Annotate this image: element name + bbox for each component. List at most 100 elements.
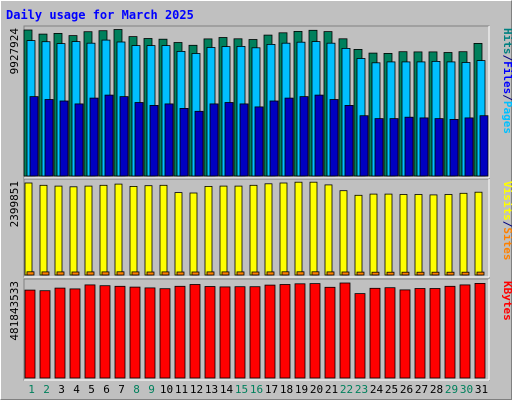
x-tick-label: 21 [325,383,338,396]
bar-kbytes-day-23 [354,293,366,379]
bar-kbytes-day-16 [249,286,261,379]
bar-pages-day-14 [224,102,234,177]
bar-sites-day-4 [71,271,80,276]
bar-pages-day-5 [89,97,99,177]
legend-entry: Sites [501,227,512,260]
bar-visits-day-8 [129,185,138,276]
x-tick-label: 16 [250,383,263,396]
bar-visits-day-21 [324,184,333,276]
bar-sites-day-25 [386,271,395,276]
bar-pages-day-25 [389,118,399,177]
x-tick-label: 2 [43,383,50,396]
legend-hits: Hits/Files/Pages [501,28,512,134]
x-tick-label: 3 [58,383,65,396]
bar-pages-day-17 [269,100,279,177]
bar-visits-day-16 [249,184,258,276]
x-tick-label: 19 [295,383,308,396]
bar-visits-day-27 [414,194,423,276]
bar-visits-day-25 [384,193,393,276]
bar-pages-day-23 [359,115,369,177]
bar-kbytes-day-10 [159,288,171,379]
bar-pages-day-21 [329,99,339,177]
bar-sites-day-8 [131,271,140,276]
bar-pages-day-29 [449,119,459,177]
x-tick-label: 1 [28,383,35,396]
bar-kbytes-day-30 [459,284,471,379]
bar-kbytes-day-22 [339,282,351,379]
bar-pages-day-7 [119,96,129,177]
legend-entry: / [501,94,512,101]
bar-sites-day-5 [86,271,95,276]
x-tick-label: 18 [280,383,293,396]
bar-pages-day-24 [374,118,384,177]
bar-pages-day-20 [314,94,324,177]
x-tick-label: 26 [400,383,413,396]
bar-kbytes-day-9 [144,287,156,379]
bar-visits-day-23 [354,194,363,276]
panel-hits: 9927924 Hits/Files/Pages [8,25,512,179]
bar-visits-day-30 [459,192,468,276]
bar-sites-day-31 [476,271,485,276]
bar-sites-day-13 [206,271,215,276]
bar-visits-day-9 [144,185,153,276]
bar-kbytes-day-21 [324,286,336,379]
x-tick-label: 14 [220,383,234,396]
bar-sites-day-17 [266,271,275,276]
x-tick-label: 20 [310,383,323,396]
x-tick-label: 9 [148,383,155,396]
bar-sites-day-21 [326,271,335,276]
bar-kbytes-day-15 [234,286,246,379]
x-tick-label: 30 [460,383,473,396]
bar-pages-day-1 [29,96,39,177]
bar-visits-day-29 [444,194,453,276]
bar-pages-day-15 [239,103,249,177]
legend-entry: Files [501,61,512,94]
x-tick-label: 12 [190,383,203,396]
bar-pages-day-31 [479,115,489,177]
bar-visits-day-3 [54,185,63,276]
y-max-label-visits: 2399851 [8,181,21,227]
bar-visits-day-7 [114,183,123,276]
panel-visits: 2399851 Visits/Sites [8,178,512,278]
bar-sites-day-1 [26,271,35,276]
bar-sites-day-18 [281,271,290,276]
x-tick-label: 6 [103,383,110,396]
legend-entry: KBytes [501,281,512,321]
bar-visits-day-22 [339,190,348,276]
bar-visits-day-24 [369,193,378,276]
bar-sites-day-10 [161,271,170,276]
bar-kbytes-day-14 [219,286,231,379]
bar-kbytes-day-1 [24,289,36,379]
bar-visits-day-15 [234,185,243,276]
bar-sites-day-23 [356,271,365,276]
bar-pages-day-30 [464,117,474,177]
bar-sites-day-22 [341,271,350,276]
bar-sites-day-19 [296,271,305,276]
bar-kbytes-day-12 [189,284,201,379]
bar-pages-day-26 [404,116,414,177]
bar-kbytes-day-3 [54,287,66,379]
bar-sites-day-7 [116,271,125,276]
x-tick-label: 4 [73,383,80,396]
bar-pages-day-18 [284,97,294,177]
x-tick-label: 5 [88,383,95,396]
bar-pages-day-28 [434,118,444,177]
x-tick-label: 13 [205,383,218,396]
bar-pages-day-4 [74,103,84,177]
bar-visits-day-5 [84,185,93,276]
bar-kbytes-day-31 [474,282,486,379]
bar-kbytes-day-29 [444,285,456,379]
bar-sites-day-28 [431,271,440,276]
bar-visits-day-18 [279,182,288,276]
bar-sites-day-20 [311,271,320,276]
x-tick-label: 23 [355,383,368,396]
bar-pages-day-19 [299,96,309,177]
bar-sites-day-15 [236,271,245,276]
bar-sites-day-27 [416,271,425,276]
bar-visits-day-20 [309,181,318,276]
bar-pages-day-13 [209,103,219,177]
bar-kbytes-day-28 [429,288,441,379]
y-max-label-hits: 9927924 [8,28,21,75]
x-tick-label: 17 [265,383,278,396]
